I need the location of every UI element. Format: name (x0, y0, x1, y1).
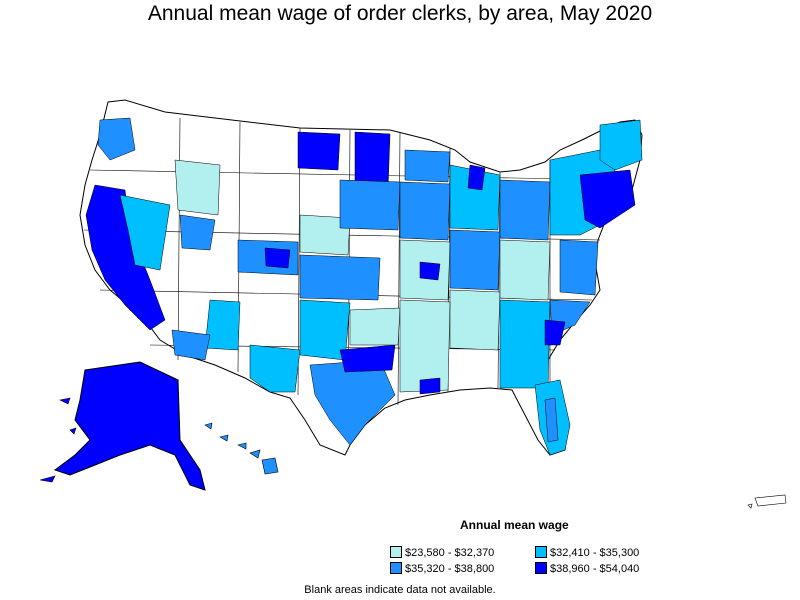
legend-label-4: $38,960 - $54,040 (550, 563, 640, 575)
legend-label-3: $35,320 - $38,800 (405, 563, 495, 575)
legend-swatch-4 (535, 562, 547, 574)
alaska (53, 361, 206, 491)
legend-item-2: $32,410 - $35,300 (535, 546, 639, 559)
wage-areas (85, 117, 643, 456)
chart-title: Annual mean wage of order clerks, by are… (147, 2, 653, 25)
legend-swatch-3 (390, 562, 402, 574)
legend-label-1: $23,580 - $32,370 (405, 547, 495, 559)
puerto-rico (747, 494, 787, 509)
hawaii (204, 422, 279, 475)
legend-label-2: $32,410 - $35,300 (550, 547, 640, 559)
alaska-islands (39, 397, 77, 483)
legend-swatch-2 (535, 546, 547, 558)
legend-swatch-1 (390, 546, 402, 558)
legend-item-3: $35,320 - $38,800 (390, 562, 494, 575)
legend-title: Annual mean wage (460, 518, 569, 532)
legend-item-1: $23,580 - $32,370 (390, 546, 494, 559)
legend-item-4: $38,960 - $54,040 (535, 562, 639, 575)
footnote: Blank areas indicate data not available. (304, 584, 496, 596)
